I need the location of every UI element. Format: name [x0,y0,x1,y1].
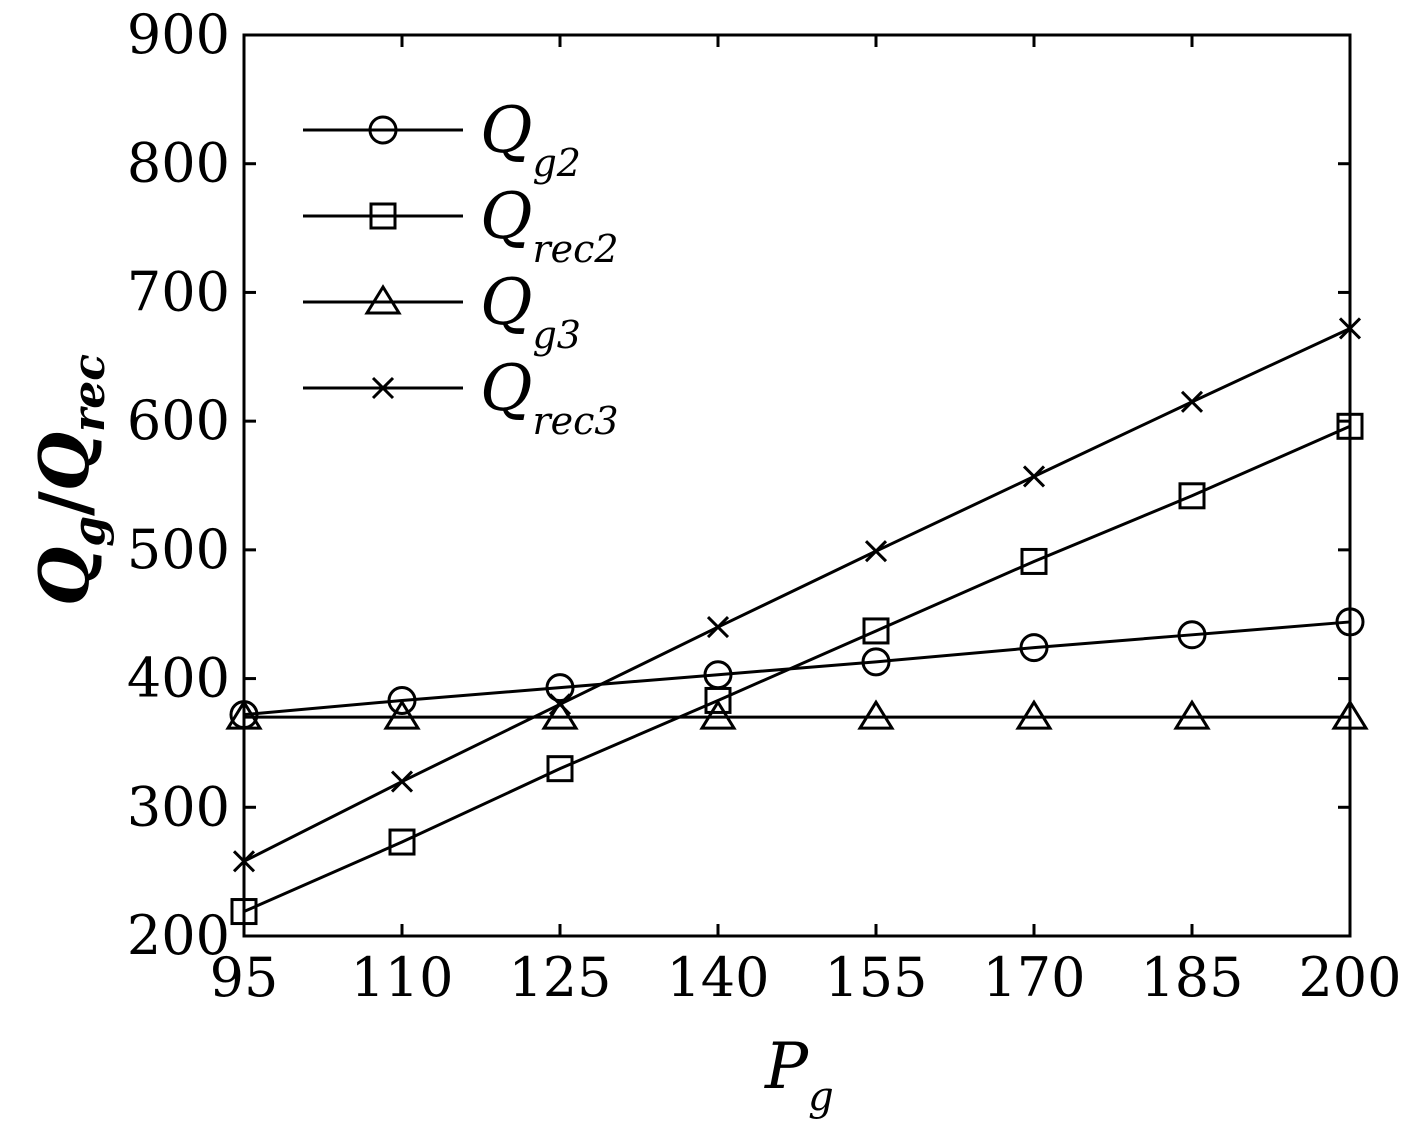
legend-entry-Q_rec2: Qrec2 [303,180,619,271]
y-tick-label: 500 [127,518,230,581]
series-Q_rec3 [232,317,1362,873]
legend-entry-Q_g3: Qg3 [303,266,581,357]
x-axis-label-main: P [764,1030,809,1104]
data-point-Q_g3 [857,699,895,730]
x-axis-label: Pg [764,1030,834,1120]
data-point-Q_g2 [387,685,417,715]
series-line-Q_g2 [243,620,1351,717]
legend-entry-Q_g2: Qg2 [303,94,581,185]
data-point-Q_rec2 [1178,482,1206,510]
data-point-Q_rec3 [1180,390,1204,413]
series-group [225,317,1369,926]
data-point-Q_g3 [541,699,579,730]
data-point-Q_g3 [383,699,421,730]
data-point-Q_rec2 [704,686,732,714]
data-point-Q_rec2 [546,755,574,783]
data-point-Q_g3 [699,699,737,730]
y-tick-label: 400 [127,647,230,710]
legend-marker [364,284,402,315]
x-tick-label: 125 [508,946,611,1009]
legend-label: Qg2 [480,94,581,185]
legend-entry-Q_rec3: Qrec3 [303,352,619,443]
legend-marker [371,376,395,400]
data-point-Q_rec3 [706,616,730,639]
y-axis-label-sub1: g [64,516,115,547]
series-Q_g3 [225,699,1369,730]
data-point-Q_rec3 [390,770,414,793]
x-tick-label: 170 [982,946,1085,1009]
series-line-Q_rec2 [243,424,1351,913]
svg-text:Pg: Pg [764,1030,834,1120]
data-point-Q_rec3 [1022,465,1046,488]
legend-label: Qrec3 [480,352,619,443]
x-tick-label: 200 [1298,946,1401,1009]
y-axis-label: Qg/Qrec [25,354,115,606]
data-point-Q_g2 [1177,620,1207,650]
legend-marker [368,115,398,145]
y-tick-label: 300 [127,775,230,838]
legend-marker [369,202,397,230]
data-point-Q_rec2 [1020,547,1048,575]
y-tick-label: 200 [127,904,230,967]
plot-frame [242,33,1352,938]
y-tick-label: 900 [127,3,230,66]
y-axis-label-q1: Q [25,547,105,606]
x-tick-label: 155 [824,946,927,1009]
data-point-Q_rec3 [864,540,888,563]
y-tick-label: 600 [127,389,230,452]
data-point-Q_rec2 [388,828,416,856]
y-axis-label-sep: / [25,491,105,516]
data-point-Q_g2 [861,647,891,677]
x-tick-label: 95 [210,946,279,1009]
x-axis-label-sub: g [808,1074,834,1120]
data-point-Q_g3 [1015,699,1053,730]
series-line-Q_rec3 [243,327,1351,863]
x-tick-label: 110 [350,946,453,1009]
data-point-Q_g2 [1019,633,1049,663]
x-tick-label: 185 [1140,946,1243,1009]
series-Q_g2 [229,607,1365,730]
svg-text:Qg/Qrec: Qg/Qrec [25,354,115,606]
axis-ticks: 95 110 125 140 155 170 185 200 200 300 400 500 600 70… [127,3,1402,1009]
data-point-Q_rec3 [548,693,572,716]
y-tick-label: 700 [127,260,230,323]
legend-label: Qrec2 [480,180,619,271]
y-axis-label-sub2: rec [64,354,115,432]
x-tick-label: 140 [666,946,769,1009]
data-point-Q_g3 [1173,699,1211,730]
legend-label: Qg3 [480,266,581,357]
y-axis-label-q2: Q [25,432,105,491]
y-tick-label: 800 [127,132,230,195]
data-point-Q_rec2 [862,617,890,645]
